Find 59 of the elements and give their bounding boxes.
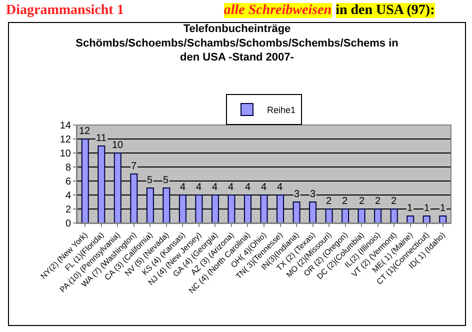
data-label: 2 [359,196,365,207]
bar [276,194,284,223]
data-label: 2 [342,196,348,207]
text: alle Schreibweisen [224,3,332,18]
data-label: 1 [440,203,446,214]
data-label: 4 [196,182,202,193]
data-label: 11 [96,133,107,144]
bar [195,194,203,223]
data-label: 4 [212,182,218,193]
data-label: 4 [277,182,283,193]
y-tick-label: 10 [60,148,72,160]
data-label: 3 [294,189,300,200]
bar [439,216,447,223]
bar [130,174,138,223]
data-label: 2 [391,196,397,207]
bar [309,202,317,223]
bar [228,194,236,223]
bar [211,194,219,223]
data-label: 4 [261,182,267,193]
y-tick-label: 8 [65,162,72,174]
bar [325,208,333,223]
y-tick-label: 0 [65,218,72,230]
data-label: 2 [375,196,381,207]
text: in den USA (97): [336,3,435,18]
bar [178,194,186,223]
bar [422,216,430,223]
y-tick-label: 4 [65,190,72,202]
bar [374,208,382,223]
data-label: 1 [407,203,413,214]
bar [358,208,366,223]
y-tick-label: 6 [65,176,72,188]
data-label: 5 [163,175,169,186]
data-label: 5 [147,175,153,186]
bar [342,208,350,223]
bar [98,146,106,223]
bar [81,138,89,223]
data-label: 7 [131,161,137,172]
y-tick-label: 12 [60,134,72,146]
data-label: 4 [228,182,234,193]
data-label: 2 [326,196,332,207]
y-tick-label: 2 [65,204,72,216]
data-label: 12 [79,126,91,137]
data-label: 4 [180,182,186,193]
bar [146,188,154,223]
data-label: 3 [310,189,316,200]
bar [406,216,414,223]
y-tick-label: 14 [60,120,72,132]
chart-title: Telefonbucheinträge Schömbs/Schoembs/Schambs/Schombs/Schembs/Schems in den USA -Stand 2007- [76,23,399,64]
legend-label: Reihe1 [267,105,296,116]
data-label: 1 [424,203,430,214]
bar [292,202,300,223]
bar [162,188,170,223]
text: Diagrammansicht 1 [6,3,124,18]
bar [260,194,268,223]
bar [390,208,398,223]
bar [244,194,252,223]
bar [114,152,122,223]
data-label: 4 [245,182,251,193]
data-label: 10 [112,140,124,151]
